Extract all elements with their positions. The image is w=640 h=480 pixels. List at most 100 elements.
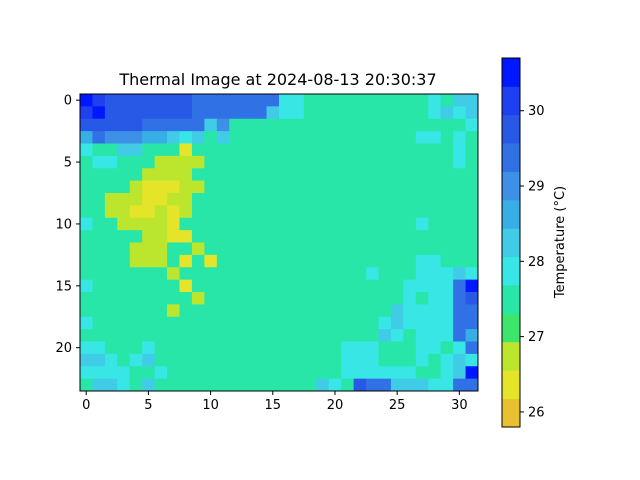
heatmap-cell (117, 329, 131, 342)
heatmap-cell (154, 254, 168, 268)
heatmap-cell (179, 292, 193, 305)
heatmap-cell (428, 292, 442, 305)
heatmap-cell (341, 230, 355, 243)
heatmap-cell (291, 131, 305, 144)
heatmap-cell (117, 292, 131, 305)
heatmap-cell (390, 106, 404, 120)
heatmap-cell (415, 118, 429, 132)
colorbar-tick-label: 28 (528, 255, 545, 270)
heatmap-cell (154, 155, 168, 169)
heatmap-cell (254, 378, 267, 392)
heatmap-cell (291, 94, 305, 107)
heatmap-cell (204, 193, 218, 206)
heatmap-cell (378, 106, 392, 120)
heatmap-cell (191, 329, 205, 342)
heatmap-cell (453, 106, 466, 120)
heatmap-cell (353, 106, 367, 120)
heatmap-cell (241, 341, 255, 355)
heatmap-cell (191, 316, 205, 330)
heatmap-cell (328, 180, 342, 194)
heatmap-cell (403, 366, 417, 380)
y-tick-label: 20 (55, 341, 72, 356)
heatmap-cell (341, 131, 355, 144)
heatmap-cell (142, 304, 156, 318)
heatmap-cell (465, 180, 479, 194)
heatmap-cell (291, 378, 305, 392)
heatmap-cell (80, 193, 93, 206)
heatmap-cell (303, 143, 317, 157)
heatmap-cell (303, 118, 317, 132)
heatmap-cell (303, 254, 317, 268)
heatmap-cell (179, 131, 193, 144)
heatmap-cell (453, 267, 466, 281)
heatmap-cell (167, 378, 180, 392)
heatmap-cell (104, 168, 118, 182)
heatmap-cell (328, 168, 342, 182)
heatmap-cell (229, 304, 243, 318)
heatmap-cell (92, 155, 106, 169)
heatmap-cell (167, 230, 180, 243)
colorbar-segment (502, 171, 520, 201)
heatmap-cell (216, 316, 230, 330)
heatmap-cell (341, 94, 355, 107)
heatmap-cell (465, 143, 479, 157)
heatmap-cell (92, 353, 106, 367)
heatmap-cell (129, 316, 143, 330)
heatmap-cell (104, 316, 118, 330)
heatmap-cell (353, 353, 367, 367)
heatmap-cell (142, 378, 156, 392)
heatmap-cell (241, 329, 255, 342)
heatmap-cell (453, 279, 466, 293)
heatmap-cell (303, 353, 317, 367)
heatmap-cell (415, 353, 429, 367)
heatmap-cell (154, 168, 168, 182)
heatmap-cell (428, 329, 442, 342)
heatmap-cell (204, 254, 218, 268)
heatmap-cell (142, 316, 156, 330)
x-tick-label: 5 (144, 398, 152, 413)
heatmap-cell (428, 180, 442, 194)
heatmap-cell (191, 267, 205, 281)
heatmap-cell (341, 143, 355, 157)
heatmap-cell (92, 329, 106, 342)
heatmap-cell (316, 131, 330, 144)
heatmap-cell (465, 279, 479, 293)
heatmap-cell (316, 168, 330, 182)
heatmap-cell (303, 341, 317, 355)
heatmap-cell (316, 292, 330, 305)
colorbar-segment (502, 86, 520, 116)
heatmap-cell (216, 205, 230, 219)
heatmap-cell (129, 353, 143, 367)
heatmap-cell (279, 341, 292, 355)
heatmap-cell (428, 118, 442, 132)
heatmap-cell (204, 205, 218, 219)
heatmap-cell (80, 341, 93, 355)
heatmap-cell (241, 279, 255, 293)
heatmap-cell (316, 155, 330, 169)
heatmap-cell (303, 316, 317, 330)
heatmap-cell (465, 155, 479, 169)
heatmap-cell (191, 131, 205, 144)
heatmap-cell (117, 242, 131, 256)
heatmap-cell (390, 94, 404, 107)
heatmap-cell (80, 155, 93, 169)
heatmap-cell (80, 329, 93, 342)
heatmap-cell (403, 341, 417, 355)
heatmap-cell (104, 341, 118, 355)
heatmap-cell (366, 131, 379, 144)
heatmap-cell (80, 131, 93, 144)
heatmap-cell (403, 304, 417, 318)
heatmap-cell (341, 118, 355, 132)
heatmap-cell (104, 155, 118, 169)
heatmap-cell (266, 143, 280, 157)
heatmap-cell (254, 279, 267, 293)
heatmap-cell (415, 205, 429, 219)
heatmap-cell (378, 316, 392, 330)
heatmap-cell (440, 242, 454, 256)
heatmap-cell (129, 279, 143, 293)
heatmap-cell (366, 292, 379, 305)
heatmap-cell (353, 341, 367, 355)
heatmap-cell (303, 329, 317, 342)
heatmap-cell (229, 217, 243, 231)
heatmap-cell (117, 353, 131, 367)
